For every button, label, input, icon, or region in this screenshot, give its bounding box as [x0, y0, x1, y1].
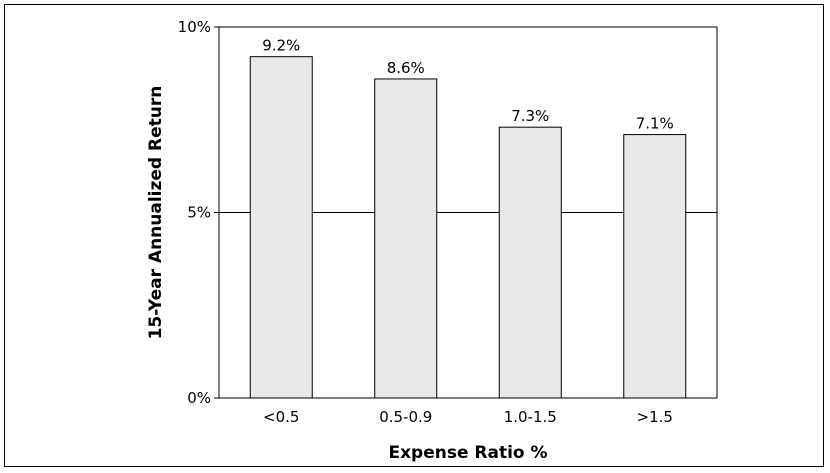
- y-axis-title: 15-Year Annualized Return: [146, 86, 166, 340]
- x-tick-label-0: <0.5: [263, 408, 299, 426]
- bar-1: [374, 78, 438, 399]
- y-tick-label-0: 0%: [187, 389, 211, 407]
- x-tick-label-2: 1.0-1.5: [504, 408, 557, 426]
- bar-3: [623, 134, 687, 399]
- data-label-1: 8.6%: [387, 59, 425, 77]
- y-tick-label-1: 5%: [187, 204, 211, 222]
- x-axis-title: Expense Ratio %: [388, 443, 547, 463]
- bar-0: [249, 56, 313, 399]
- data-label-0: 9.2%: [262, 37, 300, 55]
- data-label-3: 7.1%: [636, 115, 674, 133]
- plot-area: 9.2% <0.5 8.6% 0.5-0.9 7.3% 1.0-1.5 7.1% >1.5 0%…: [178, 18, 718, 426]
- data-label-2: 7.3%: [511, 107, 549, 125]
- bar-2: [498, 126, 562, 399]
- x-tick-label-1: 0.5-0.9: [379, 408, 432, 426]
- x-tick-label-3: >1.5: [637, 408, 673, 426]
- y-tick-label-2: 10%: [178, 18, 211, 36]
